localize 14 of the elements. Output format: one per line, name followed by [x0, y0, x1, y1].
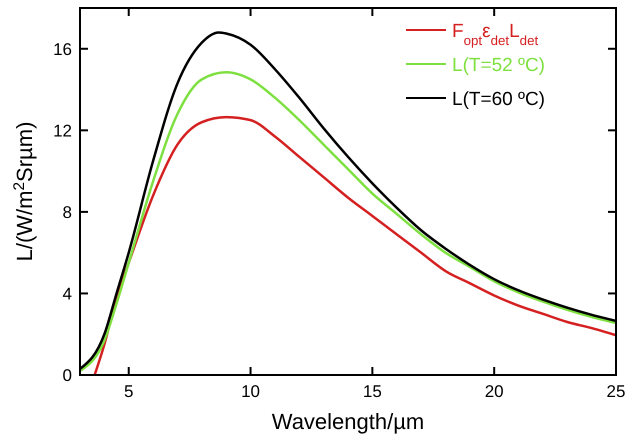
x-tick-label: 25: [606, 382, 626, 401]
y-tick-label: 16: [53, 40, 72, 59]
y-tick-label: 0: [62, 366, 72, 385]
y-tick-label: 12: [53, 121, 72, 140]
x-tick-label: 15: [362, 382, 382, 401]
x-tick-label: 5: [124, 382, 134, 401]
legend-label: L(T=52 ºC): [452, 55, 545, 76]
y-tick-label: 8: [62, 202, 72, 222]
x-axis-title: Wavelength/µm: [272, 409, 424, 434]
y-tick-label: 4: [62, 284, 72, 304]
legend-label: F$_{opt}$ε$_{det}$L$_{det}$: [452, 21, 538, 48]
x-tick-label: 10: [241, 382, 260, 401]
legend-label: L(T=60 ºC): [452, 89, 545, 110]
x-tick-label: 20: [484, 382, 504, 401]
